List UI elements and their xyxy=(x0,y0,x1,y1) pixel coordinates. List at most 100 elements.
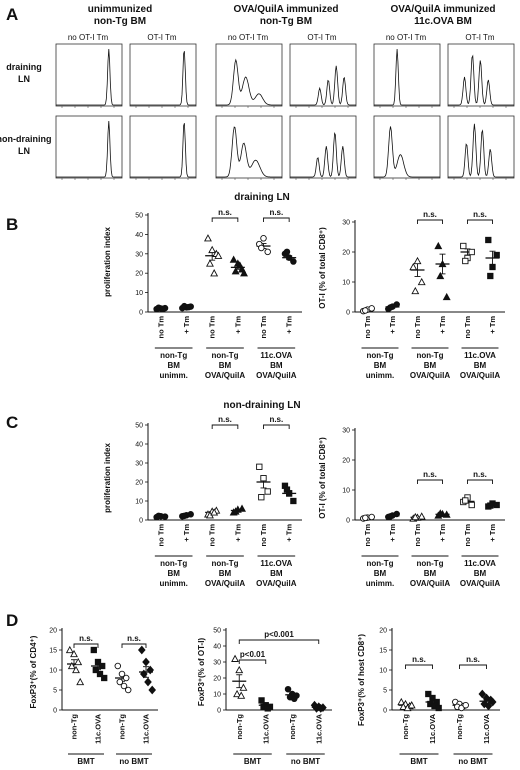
group-label: no BMT xyxy=(458,757,487,766)
significance-bracket xyxy=(211,217,239,222)
y-tick-label: 10 xyxy=(49,668,57,675)
y-tick-label: 10 xyxy=(342,488,350,495)
panel-c-heading: non-draining LN xyxy=(223,400,300,411)
x-tick-label: + Tm xyxy=(438,316,447,334)
data-point xyxy=(283,486,291,493)
data-point xyxy=(258,494,265,501)
x-tick-label: no Tm xyxy=(363,524,372,547)
group-label: OVA/QuilA xyxy=(256,371,297,380)
data-point xyxy=(148,685,156,695)
significance-bracket xyxy=(263,217,290,222)
histogram-trace xyxy=(290,65,356,106)
group-label: BM xyxy=(167,361,180,370)
group-label: OVA/QuilA xyxy=(410,371,451,380)
histogram-trace xyxy=(56,48,122,106)
plot-c-right: 0 10 20 30 no Tm + Tm no Tm + Tm no Tm + Tm n.s. n.… xyxy=(342,428,505,588)
data-point xyxy=(114,662,122,670)
histogram-trace xyxy=(130,51,196,106)
significance-label: p<0.01 xyxy=(240,650,266,659)
group-label: OVA/QuilA xyxy=(205,579,246,588)
data-point xyxy=(70,649,78,658)
row-2-label-line2: LN xyxy=(18,146,30,156)
x-tick-label: + Tm xyxy=(182,316,191,334)
significance-bracket xyxy=(263,424,290,429)
data-point xyxy=(258,697,265,704)
y-tick-label: 10 xyxy=(135,290,143,297)
data-point xyxy=(316,704,325,713)
data-point xyxy=(493,251,500,259)
plot-c-left: 0 10 20 30 40 50 no Tm + Tm no Tm + Tm no Tm + Tm n.… xyxy=(135,415,302,588)
group-label: unimm. xyxy=(159,371,187,380)
data-point xyxy=(124,686,132,694)
data-point xyxy=(138,645,146,655)
data-point xyxy=(462,257,469,265)
x-tick-label: no Tm xyxy=(156,524,165,547)
x-tick-label: + Tm xyxy=(488,524,497,542)
panel-d: D FoxP3⁺(% of CD4⁺) FoxP3⁺(% of OT-I) Fo… xyxy=(6,611,500,766)
histogram-frame xyxy=(55,43,123,107)
y-tick-label: 15 xyxy=(49,648,57,655)
data-point xyxy=(264,488,271,495)
histogram-frame xyxy=(215,115,283,179)
y-tick-label: 40 xyxy=(213,644,221,651)
group-1-title-line1: unimmunized xyxy=(88,4,152,15)
data-point xyxy=(409,262,418,271)
data-point xyxy=(65,645,74,654)
group-label: 11c.OVA xyxy=(464,351,496,360)
x-tick-label: 11c.OVA xyxy=(94,713,103,743)
panel-d-right-ylabel: FoxP3⁺(% of host CD8⁺) xyxy=(357,634,366,726)
histogram-frame xyxy=(129,115,197,179)
data-point xyxy=(231,654,240,662)
group-3-col1-label: no OT-I Tm xyxy=(386,33,427,42)
histogram-frame xyxy=(447,115,515,179)
group-2-title-line2: non-Tg BM xyxy=(260,16,312,27)
group-label: non-Tg xyxy=(211,351,238,360)
group-label: BM xyxy=(219,361,232,370)
y-tick-label: 30 xyxy=(135,461,143,468)
significance-label: p<0.001 xyxy=(264,630,294,639)
y-tick-label: 5 xyxy=(383,688,387,695)
data-point xyxy=(417,512,426,520)
data-point xyxy=(397,697,406,706)
group-label: non-Tg xyxy=(211,559,238,568)
histogram-trace xyxy=(374,48,440,106)
significance-bracket xyxy=(417,479,443,484)
histogram-frame xyxy=(129,43,197,107)
significance-bracket xyxy=(238,659,267,664)
y-tick-label: 50 xyxy=(213,628,221,635)
x-tick-label: no Tm xyxy=(259,524,268,547)
y-tick-label: 0 xyxy=(139,518,143,525)
y-tick-label: 40 xyxy=(135,442,143,449)
data-point xyxy=(258,244,265,252)
x-tick-label: no Tm xyxy=(413,524,422,547)
significance-bracket xyxy=(121,643,147,648)
data-point xyxy=(411,286,420,295)
data-point xyxy=(237,691,246,699)
data-point xyxy=(436,509,445,517)
significance-label: n.s. xyxy=(473,470,487,479)
x-tick-label: 11c.OVA xyxy=(428,713,437,743)
group-label: BM xyxy=(374,361,387,370)
group-label: 11c.OVA xyxy=(260,351,292,360)
x-tick-label: no Tm xyxy=(259,316,268,339)
data-point xyxy=(144,677,152,687)
y-tick-label: 0 xyxy=(346,310,350,317)
y-tick-label: 30 xyxy=(213,660,221,667)
x-tick-label: non-Tg xyxy=(288,714,297,740)
significance-bracket xyxy=(459,664,487,669)
plot-d-right: 0 5 10 15 20 non-Tg 11c.OVA non-Tg 11c.OVA n.s. n.… xyxy=(379,628,500,766)
group-label: BMT xyxy=(77,757,94,766)
data-point xyxy=(368,305,375,312)
data-point xyxy=(387,513,394,520)
plot-d-mid: 0 10 20 30 40 50 non-Tg 11c.OVA non-Tg 11c.OVA p<0… xyxy=(213,628,332,766)
group-label: no BMT xyxy=(291,757,320,766)
x-tick-label: no Tm xyxy=(156,316,165,339)
group-label: BM xyxy=(474,569,487,578)
data-point xyxy=(260,235,267,242)
x-tick-label: non-Tg xyxy=(70,714,79,740)
group-label: OVA/QuilA xyxy=(460,579,501,588)
group-label: BM xyxy=(474,361,487,370)
data-point xyxy=(72,665,80,674)
data-point xyxy=(487,272,494,280)
x-tick-label: + Tm xyxy=(182,524,191,542)
